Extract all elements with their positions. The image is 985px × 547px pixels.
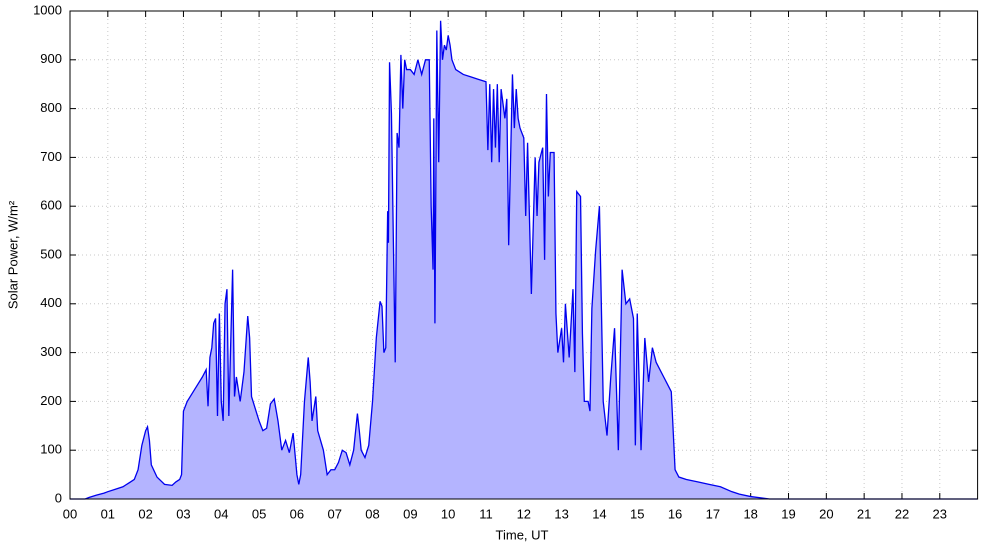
x-tick-label: 22: [895, 506, 909, 521]
y-tick-label: 200: [40, 393, 62, 408]
x-tick-label: 14: [592, 506, 606, 521]
x-tick-label: 03: [176, 506, 190, 521]
x-tick-label: 00: [63, 506, 77, 521]
x-tick-label: 16: [668, 506, 682, 521]
x-tick-label: 01: [101, 506, 115, 521]
y-tick-label: 500: [40, 246, 62, 261]
x-tick-label: 23: [933, 506, 947, 521]
x-tick-label: 12: [517, 506, 531, 521]
y-tick-label: 700: [40, 149, 62, 164]
y-tick-label: 0: [55, 490, 62, 505]
x-tick-label: 18: [743, 506, 757, 521]
x-tick-label: 08: [365, 506, 379, 521]
x-tick-label: 21: [857, 506, 871, 521]
y-tick-label: 100: [40, 442, 62, 457]
x-tick-label: 13: [554, 506, 568, 521]
y-tick-label: 400: [40, 295, 62, 310]
plot-frame: [69, 10, 979, 500]
x-tick-label: 20: [819, 506, 833, 521]
x-tick-label: 09: [403, 506, 417, 521]
y-tick-label: 1000: [33, 2, 62, 17]
y-tick-label: 900: [40, 51, 62, 66]
x-axis-label: Time, UT: [496, 527, 549, 542]
x-tick-label: 07: [327, 506, 341, 521]
x-tick-label: 06: [290, 506, 304, 521]
x-tick-label: 17: [706, 506, 720, 521]
x-tick-label: 04: [214, 506, 228, 521]
area-fill: [70, 20, 978, 499]
x-tick-label: 05: [252, 506, 266, 521]
x-tick-label: 02: [138, 506, 152, 521]
y-axis-label: Solar Power, W/m²: [5, 200, 20, 309]
y-tick-label: 300: [40, 344, 62, 359]
y-tick-label: 600: [40, 198, 62, 213]
area-line: [70, 20, 978, 500]
x-tick-label: 19: [781, 506, 795, 521]
x-tick-label: 15: [630, 506, 644, 521]
x-tick-label: 11: [479, 506, 493, 521]
x-tick-label: 10: [441, 506, 455, 521]
y-tick-label: 800: [40, 100, 62, 115]
